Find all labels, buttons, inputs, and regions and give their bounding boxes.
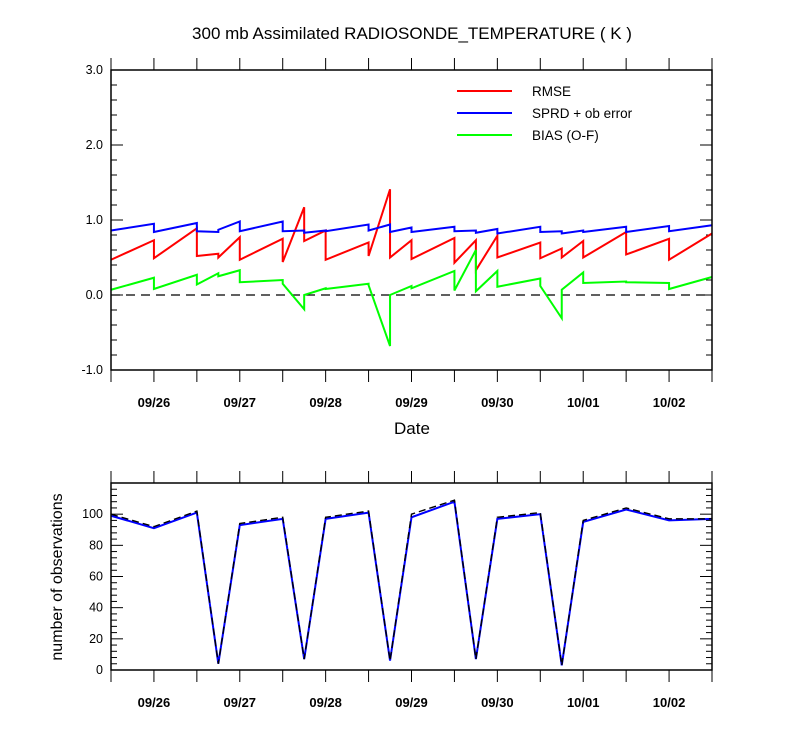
legend: RMSE SPRD + ob error BIAS (O-F) xyxy=(457,84,633,143)
y-tick-label: 40 xyxy=(89,601,103,615)
series-line-rmse xyxy=(110,188,713,274)
top-axes: -1.0 0.0 1.0 2.0 3.0 09/26 09/27 09/28 09/29 09/3… xyxy=(81,58,713,410)
x-axis-title: Date xyxy=(394,419,430,438)
y-tick-label: 3.0 xyxy=(86,63,103,77)
bottom-axes: 0 20 40 60 80 100 09/26 09/27 09/28 09/29 09/30 10/… xyxy=(82,471,713,710)
x-tick-label: 09/26 xyxy=(138,695,171,710)
top-plot: -1.0 0.0 1.0 2.0 3.0 09/26 09/27 09/28 09/29 09/3… xyxy=(81,58,713,410)
y-tick-label: 60 xyxy=(89,570,103,584)
x-tick-label: 09/27 xyxy=(224,695,257,710)
x-tick-label: 10/01 xyxy=(567,395,600,410)
x-tick-label: 09/26 xyxy=(138,395,171,410)
bottom-plot: 0 20 40 60 80 100 09/26 09/27 09/28 09/29 09/30 10/… xyxy=(82,471,713,710)
bottom-plot-frame xyxy=(110,482,713,671)
x-tick-label: 09/29 xyxy=(395,695,428,710)
x-tick-label: 09/27 xyxy=(224,395,257,410)
x-tick-label: 10/02 xyxy=(653,395,686,410)
x-tick-label: 09/29 xyxy=(395,395,428,410)
x-tick-label: 10/01 xyxy=(567,695,600,710)
y-axis-title-observations: number of observations xyxy=(49,493,66,660)
top-series-group xyxy=(110,188,713,347)
x-tick-label: 09/28 xyxy=(309,395,342,410)
y-tick-label: 2.0 xyxy=(86,138,103,152)
y-tick-label: 20 xyxy=(89,632,103,646)
y-tick-label: 100 xyxy=(82,507,103,521)
x-tick-label: 10/02 xyxy=(653,695,686,710)
y-tick-label: 0.0 xyxy=(86,288,103,302)
y-tick-label: 80 xyxy=(89,538,103,552)
legend-label: SPRD + ob error xyxy=(532,106,633,121)
y-tick-label: 1.0 xyxy=(86,213,103,227)
y-tick-label: -1.0 xyxy=(81,363,103,377)
x-tick-label: 09/30 xyxy=(481,695,514,710)
legend-label: BIAS (O-F) xyxy=(532,128,599,143)
y-tick-label: 0 xyxy=(96,663,103,677)
series-line-bias-o-f xyxy=(110,249,713,347)
bottom-series-group xyxy=(110,499,713,666)
x-tick-label: 09/28 xyxy=(309,695,342,710)
x-tick-label: 09/30 xyxy=(481,395,514,410)
top-plot-frame xyxy=(110,69,713,371)
chart-title: 300 mb Assimilated RADIOSONDE_TEMPERATUR… xyxy=(192,24,632,43)
series-line-observations-dashed xyxy=(110,499,712,666)
series-line-sprd-ob-error xyxy=(110,220,713,235)
legend-label: RMSE xyxy=(532,84,571,99)
